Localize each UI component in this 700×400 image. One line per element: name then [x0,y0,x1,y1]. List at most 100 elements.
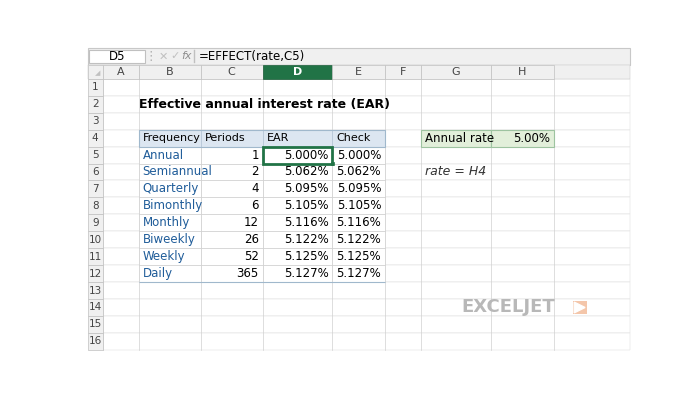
Bar [332,65,385,79]
Text: ✕: ✕ [159,52,168,62]
Text: EXCELJET: EXCELJET [462,298,556,316]
Bar [139,197,201,214]
Text: Monthly: Monthly [143,216,190,229]
Bar [201,180,262,197]
Text: 9: 9 [92,218,99,228]
Bar [573,300,587,314]
Bar [201,265,262,282]
Text: H: H [518,67,526,77]
Text: 3: 3 [92,116,99,126]
Text: 5.116%: 5.116% [284,216,328,229]
Bar [103,113,630,130]
Bar [103,180,630,197]
Text: F: F [400,67,406,77]
Bar [88,65,630,79]
Bar [201,248,262,265]
Text: 5.00%: 5.00% [513,132,550,144]
Bar [332,248,385,265]
Text: A: A [117,67,125,77]
Bar [103,231,630,248]
Bar [139,265,201,282]
Bar [139,130,201,146]
Bar [139,248,201,265]
Text: C: C [228,67,235,77]
Bar [88,48,630,65]
Bar [88,333,103,350]
Text: ◢: ◢ [95,70,101,76]
Bar [88,265,103,282]
Bar [103,214,630,231]
Bar [262,146,332,164]
Bar [88,248,103,265]
Bar [139,65,201,79]
Bar [103,333,630,350]
Text: 12: 12 [89,269,102,279]
Text: EAR: EAR [267,133,289,143]
Bar [88,180,103,197]
Text: Annual rate: Annual rate [425,132,493,144]
Text: rate = H4: rate = H4 [425,166,486,178]
Bar [332,265,385,282]
Text: 5.116%: 5.116% [337,216,382,229]
Bar [103,316,630,333]
Text: 14: 14 [89,302,102,312]
Text: E: E [355,67,363,77]
Bar [88,79,103,96]
Text: 5.127%: 5.127% [337,267,382,280]
Text: 5.095%: 5.095% [284,182,328,196]
Bar [88,282,103,299]
Bar [103,146,630,164]
Bar [139,146,201,164]
Bar [262,65,332,79]
Text: ⋮: ⋮ [145,50,158,63]
Bar [201,146,262,164]
Bar [262,248,332,265]
Text: 2: 2 [92,99,99,109]
Bar [88,96,103,113]
Text: 5.095%: 5.095% [337,182,382,196]
Text: 5.062%: 5.062% [337,166,382,178]
Text: B: B [166,67,174,77]
Text: 12: 12 [244,216,259,229]
Bar [332,164,385,180]
Bar [88,197,103,214]
Text: fx: fx [181,52,192,62]
Text: 365: 365 [237,267,259,280]
Text: =EFFECT(rate,C5): =EFFECT(rate,C5) [199,50,305,63]
Bar [332,197,385,214]
Text: 5.105%: 5.105% [337,199,382,212]
Bar [103,282,630,299]
Bar [262,214,332,231]
Bar [262,231,332,248]
Bar [262,265,332,282]
Bar [332,130,385,146]
Text: Quarterly: Quarterly [143,182,199,196]
Bar [88,164,103,180]
Text: Weekly: Weekly [143,250,185,263]
Bar [491,65,554,79]
Text: G: G [452,67,460,77]
Bar [262,146,332,164]
Text: 8: 8 [92,201,99,211]
Bar [88,299,103,316]
Bar [88,214,103,231]
Text: 10: 10 [89,235,102,245]
Text: ✓: ✓ [170,52,180,62]
Text: 5.000%: 5.000% [337,148,382,162]
Text: 5.000%: 5.000% [284,148,328,162]
Bar [332,214,385,231]
Text: 5.105%: 5.105% [284,199,328,212]
Bar [201,214,262,231]
Text: Bimonthly: Bimonthly [143,199,203,212]
Bar [88,231,103,248]
Bar [332,146,385,164]
Text: Annual: Annual [143,148,183,162]
Bar [139,130,385,146]
Text: 5.122%: 5.122% [337,233,382,246]
Text: 5.125%: 5.125% [284,250,328,263]
Bar [139,214,201,231]
Text: Biweekly: Biweekly [143,233,195,246]
Bar [201,130,262,146]
Text: 5.125%: 5.125% [337,250,382,263]
Bar [201,231,262,248]
